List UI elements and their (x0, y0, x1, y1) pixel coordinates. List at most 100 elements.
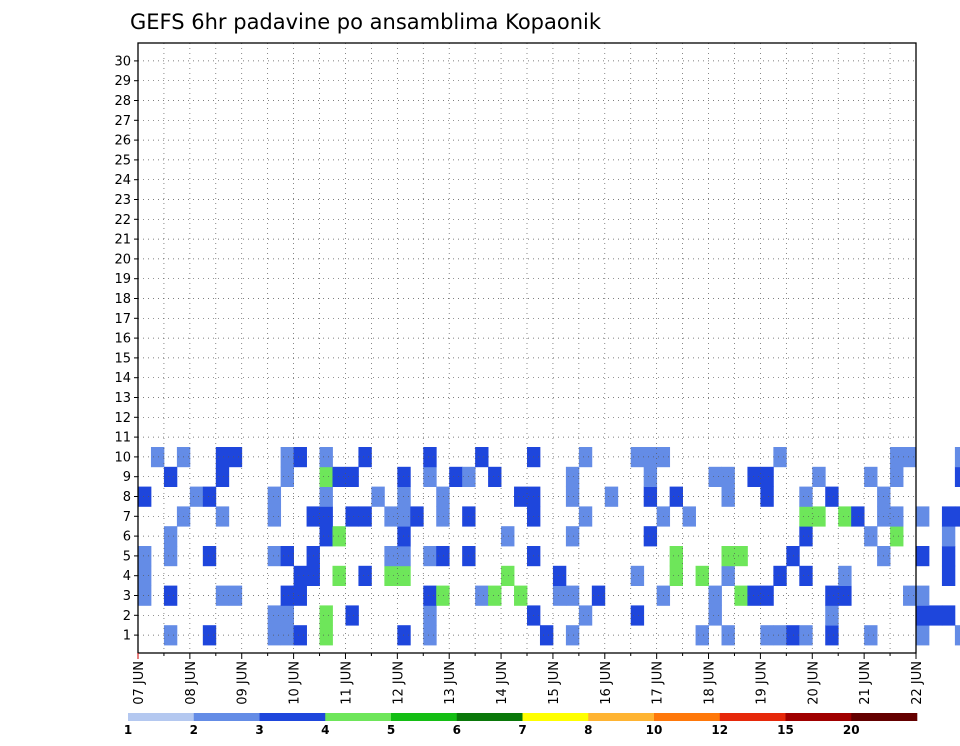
heatmap-cell (552, 565, 567, 586)
heatmap-cell (747, 585, 761, 606)
y-tick-label: 11 (114, 431, 131, 446)
heatmap-cell (954, 466, 960, 487)
legend-swatch (719, 713, 786, 721)
heatmap-cell (941, 526, 956, 547)
heatmap-cell (630, 447, 645, 468)
y-tick-label: 9 (123, 470, 131, 485)
heatmap-cell (163, 466, 178, 487)
y-tick-label: 17 (114, 312, 131, 327)
y-tick-label: 2 (123, 609, 131, 624)
legend-swatch (851, 713, 918, 721)
y-tick-label: 29 (114, 74, 131, 89)
heatmap-cell (293, 585, 307, 606)
heatmap-cell (488, 585, 502, 606)
heatmap-cell (604, 486, 619, 507)
heatmap-cell (163, 625, 178, 646)
heatmap-cell (384, 565, 398, 586)
legend-label: 4 (321, 723, 329, 737)
heatmap-cell (280, 625, 294, 646)
y-tick-label: 30 (114, 54, 131, 69)
heatmap-cell (267, 605, 282, 626)
heatmap-cell (838, 565, 852, 586)
heatmap-cell (397, 546, 411, 567)
heatmap-cell (760, 625, 774, 646)
heatmap-cell (903, 585, 917, 606)
heatmap-cell (202, 546, 217, 567)
legend-label: 20 (843, 723, 860, 737)
heatmap-cell (643, 447, 658, 468)
grid-lines (138, 43, 916, 653)
legend-label: 3 (255, 723, 263, 737)
heatmap-cell (539, 625, 554, 646)
legend-swatch (785, 713, 852, 721)
heatmap-cell (578, 605, 593, 626)
heatmap-cell (708, 585, 722, 606)
heatmap-cell (941, 546, 956, 567)
heatmap-cell (954, 625, 960, 646)
x-tick-label: 17 JUN (651, 661, 666, 705)
heatmap-cell (280, 546, 294, 567)
legend-swatch (193, 713, 260, 721)
heatmap-cell (514, 486, 528, 507)
y-tick-label: 1 (123, 629, 131, 644)
legend-label: 12 (711, 723, 728, 737)
heatmap-cell (423, 447, 437, 468)
heatmap-cell (838, 585, 852, 606)
legend-label: 15 (777, 723, 794, 737)
heatmap-cell (475, 585, 489, 606)
heatmap-cell (578, 447, 593, 468)
heatmap-cell (319, 466, 333, 487)
heatmap-cell (773, 625, 787, 646)
heatmap-cell (760, 486, 774, 507)
heatmap-cell (397, 625, 411, 646)
heatmap-cell (293, 565, 307, 586)
heatmap-cell (799, 526, 813, 547)
legend-label: 2 (190, 723, 198, 737)
y-tick-label: 16 (114, 332, 131, 347)
heatmap-cell (423, 466, 437, 487)
heatmap-cell (215, 506, 230, 527)
heatmap-cell (293, 447, 307, 468)
x-tick-label: 15 JUN (547, 661, 562, 705)
y-tick-label: 15 (114, 351, 131, 366)
y-tick-label: 26 (114, 134, 131, 149)
x-axis: 07 JUN 08 JUN 09 JUN 10 JUN 11 JUN 12 JUN 13 J… (132, 653, 925, 705)
heatmap-cell (267, 506, 282, 527)
heatmap-cell (916, 605, 930, 626)
heatmap-cell (436, 506, 450, 527)
heatmap-cell (293, 625, 307, 646)
heatmap-cell (941, 506, 956, 527)
heatmap-cell (708, 466, 722, 487)
heatmap-cell (345, 466, 359, 487)
heatmap-cell (501, 565, 515, 586)
heatmap-cell (565, 486, 580, 507)
legend-label: 8 (584, 723, 592, 737)
heatmap-cell (138, 585, 152, 606)
heatmap-cell (514, 585, 528, 606)
heatmap-cell (345, 506, 359, 527)
y-tick-label: 27 (114, 114, 131, 129)
x-tick-label: 16 JUN (599, 661, 614, 705)
heatmap-cell (215, 466, 230, 487)
heatmap-cell (928, 605, 943, 626)
heatmap-cell (319, 447, 333, 468)
heatmap-cell (565, 466, 580, 487)
heatmap-cell (773, 447, 787, 468)
heatmap-cell (916, 546, 930, 567)
heatmap-cell (695, 565, 709, 586)
x-tick-label: 10 JUN (288, 661, 303, 705)
heatmap-cell (397, 506, 411, 527)
heatmap-cell (643, 526, 658, 547)
x-tick-label: 20 JUN (806, 661, 821, 705)
legend-swatch (456, 713, 523, 721)
heatmap-cell (890, 466, 904, 487)
color-legend: 1 2 3 4 5 6 7 8 10 12 15 20 (124, 713, 918, 737)
heatmap-cell (319, 625, 333, 646)
legend-swatch (325, 713, 392, 721)
heatmap-cell (280, 605, 294, 626)
legend-label: 10 (646, 723, 663, 737)
heatmap-cell (202, 486, 217, 507)
heatmap-cell (332, 565, 346, 586)
heatmap-cell (682, 506, 696, 527)
